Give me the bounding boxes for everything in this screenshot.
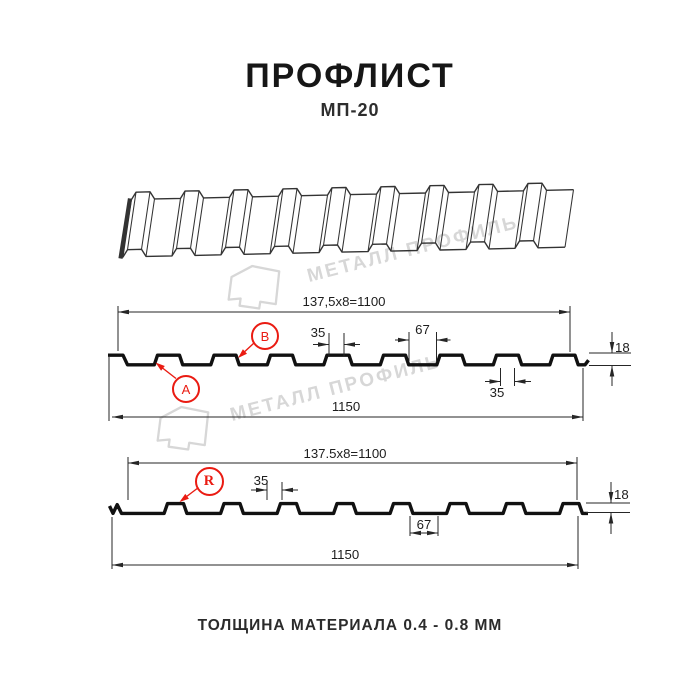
dim-rib-bottom-front: 67: [415, 321, 430, 337]
dim-height-front: 18: [615, 340, 630, 355]
callout-label-a: A: [172, 375, 200, 403]
metall-profil-logo-watermark: [156, 264, 281, 451]
profile-3d-sketch: [118, 182, 575, 259]
page-title: ПРОФЛИСТ: [245, 57, 455, 95]
callout-label-r: R: [194, 466, 224, 496]
callout-label-b: B: [251, 322, 279, 350]
cross-section-reverse: [107, 501, 588, 516]
dim-rib-top-front: 35: [310, 324, 326, 340]
dim-height-reverse: 18: [614, 486, 629, 502]
subtitle-model: МП-20: [320, 100, 380, 120]
dim-pitch-formula-reverse: 137.5x8=1100: [303, 446, 387, 461]
dimension-lines: [108, 306, 631, 569]
callout-arrows: [155, 342, 255, 502]
label-r-letter: R: [203, 472, 215, 489]
dim-rib-top-reverse: 35: [253, 472, 269, 488]
profile-cross-sections: [107, 353, 590, 516]
label-b-letter: B: [260, 328, 270, 344]
dim-bottom-gap-front: 35: [489, 384, 505, 400]
dim-total-width-front: 1150: [331, 398, 361, 414]
dim-rib-bottom-reverse: 67: [416, 517, 432, 532]
material-thickness-note: ТОЛЩИНА МАТЕРИАЛА 0.4 - 0.8 ММ: [197, 617, 503, 634]
dim-total-width-reverse: 1150: [330, 547, 360, 562]
cross-section-front: [108, 353, 590, 367]
label-a-letter: A: [181, 381, 191, 397]
dim-pitch-formula-front: 137,5x8=1100: [302, 294, 386, 309]
